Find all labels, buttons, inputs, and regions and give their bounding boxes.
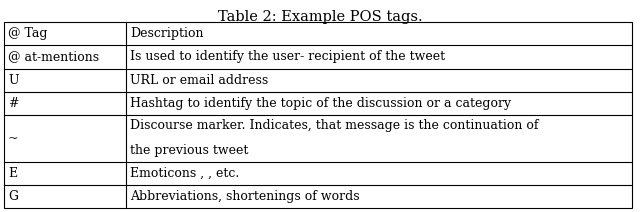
Text: E: E xyxy=(8,167,17,180)
Text: #: # xyxy=(8,97,19,110)
Text: U: U xyxy=(8,74,19,87)
Text: Emoticons , , etc.: Emoticons , , etc. xyxy=(131,167,240,180)
Text: ~: ~ xyxy=(8,132,19,145)
Bar xyxy=(4,22,632,208)
Text: G: G xyxy=(8,190,18,203)
Text: the previous tweet: the previous tweet xyxy=(131,144,249,157)
Text: Table 2: Example POS tags.: Table 2: Example POS tags. xyxy=(218,10,422,24)
Text: Discourse marker. Indicates, that message is the continuation of: Discourse marker. Indicates, that messag… xyxy=(131,119,539,132)
Text: @ Tag: @ Tag xyxy=(8,27,47,40)
Text: Abbreviations, shortenings of words: Abbreviations, shortenings of words xyxy=(131,190,360,203)
Text: Is used to identify the user- recipient of the tweet: Is used to identify the user- recipient … xyxy=(131,50,445,63)
Text: Hashtag to identify the topic of the discussion or a category: Hashtag to identify the topic of the dis… xyxy=(131,97,511,110)
Text: URL or email address: URL or email address xyxy=(131,74,269,87)
Text: @ at-mentions: @ at-mentions xyxy=(8,50,99,63)
Text: Description: Description xyxy=(131,27,204,40)
